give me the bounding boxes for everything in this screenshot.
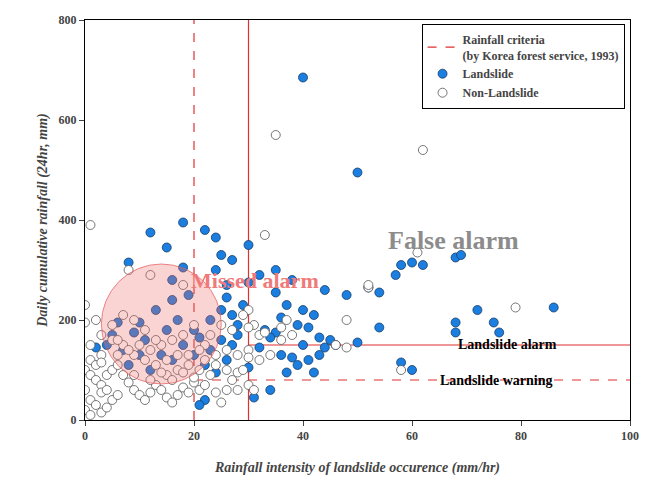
svg-text:200: 200 bbox=[59, 313, 77, 327]
svg-text:Landslide alarm: Landslide alarm bbox=[458, 337, 557, 352]
svg-text:Daily cumulative rainfall (24h: Daily cumulative rainfall (24hr, mm) bbox=[35, 113, 51, 328]
svg-text:40: 40 bbox=[297, 429, 309, 443]
svg-text:800: 800 bbox=[59, 13, 77, 27]
svg-text:80: 80 bbox=[515, 429, 527, 443]
svg-text:Non-Landslide: Non-Landslide bbox=[463, 86, 540, 100]
svg-text:60: 60 bbox=[406, 429, 418, 443]
svg-text:Rainfall intensity of landslid: Rainfall intensity of landslide occurenc… bbox=[214, 460, 500, 476]
svg-text:600: 600 bbox=[59, 113, 77, 127]
svg-text:False alarm: False alarm bbox=[388, 226, 519, 255]
svg-text:20: 20 bbox=[188, 429, 200, 443]
svg-text:0: 0 bbox=[82, 429, 88, 443]
svg-text:Rainfall criteria(by Korea for: Rainfall criteria(by Korea forest servic… bbox=[463, 33, 619, 63]
svg-text:Missed alarm: Missed alarm bbox=[191, 268, 319, 293]
svg-text:100: 100 bbox=[621, 429, 639, 443]
svg-text:Landslide warning: Landslide warning bbox=[440, 373, 552, 388]
svg-text:0: 0 bbox=[71, 413, 77, 427]
svg-text:400: 400 bbox=[59, 213, 77, 227]
svg-text:Landslide: Landslide bbox=[463, 67, 514, 81]
